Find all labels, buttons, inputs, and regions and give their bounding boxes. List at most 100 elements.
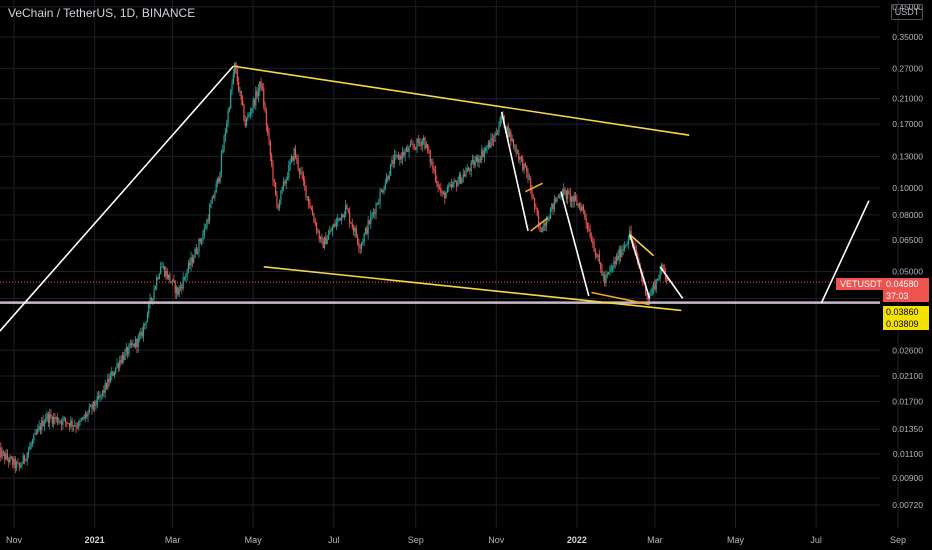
candle-body [255, 91, 257, 106]
candle-body [121, 355, 123, 363]
candle-body [536, 208, 538, 216]
candle-body [265, 111, 267, 126]
candle-body [55, 417, 57, 419]
candle-body [182, 277, 184, 289]
candle-body [470, 161, 472, 171]
candle-body [543, 222, 545, 232]
candle-body [92, 401, 94, 410]
drawing-line [530, 217, 549, 232]
candle-body [565, 190, 567, 199]
candle-body [548, 218, 550, 221]
candle-body [413, 146, 415, 148]
candle-body [257, 89, 260, 97]
candle-body [104, 383, 106, 393]
candle-body [446, 186, 449, 193]
candle-body [356, 236, 359, 243]
candle-body [474, 161, 476, 166]
candle-body [117, 363, 119, 368]
candle-body [482, 150, 484, 157]
candle-body [617, 255, 619, 260]
drawing-line [0, 65, 234, 333]
candle-body [141, 331, 143, 337]
candle-body [285, 179, 287, 184]
candle-body [228, 108, 230, 111]
candle-body [90, 405, 92, 407]
candle-body [621, 250, 623, 258]
candle-body [646, 294, 648, 297]
candle-body [140, 331, 142, 336]
candle-body [42, 420, 44, 427]
candle-body [286, 177, 289, 180]
candle-body [148, 303, 150, 314]
candle-body [545, 221, 548, 226]
candle-body [486, 147, 488, 149]
candle-body [37, 428, 39, 433]
candle-body [460, 174, 462, 184]
candle-body [142, 325, 145, 337]
candle-body [584, 210, 586, 218]
candle-body [350, 222, 352, 224]
currency-button[interactable]: USDT [891, 4, 923, 20]
candle-body [136, 339, 138, 347]
trendline-lower [263, 265, 682, 312]
candle-body [208, 207, 211, 222]
candle-body [193, 257, 195, 263]
time-axis[interactable]: Nov 2021 Mar May Jul Sep Nov 2022 Mar May Jul Sep [6, 535, 906, 545]
candle-body [438, 187, 441, 189]
candle-body [91, 405, 93, 410]
candle-body [22, 455, 24, 464]
candle-body [539, 224, 541, 228]
candle-body [79, 420, 81, 422]
candle-body [323, 236, 326, 248]
candle-body [445, 192, 447, 199]
candle-body [146, 313, 149, 322]
candle-body [317, 231, 319, 232]
y-tick-label: 0.17000 [892, 119, 923, 129]
candle-body [144, 322, 146, 326]
candle-body [339, 217, 341, 221]
candle-body [453, 180, 455, 184]
candle-body [537, 215, 540, 225]
candle-body [67, 423, 69, 425]
candle-body [368, 220, 371, 224]
candle-body [392, 160, 394, 164]
candle-body [355, 228, 357, 237]
candle-body [34, 432, 36, 435]
candle-body [39, 426, 42, 431]
candle-body [580, 205, 582, 211]
drawing-line [659, 266, 684, 299]
candle-body [634, 246, 636, 250]
candle-body [272, 164, 274, 181]
candle-body [300, 171, 302, 173]
price-axis[interactable]: 0.45000 0.35000 0.27000 0.21000 0.17000 0.130… [892, 2, 923, 510]
candle-body [133, 343, 135, 347]
candle-body [467, 168, 470, 170]
candle-body [448, 186, 450, 188]
candle-body [174, 281, 176, 294]
candle-body [203, 228, 205, 235]
candle-body [380, 190, 382, 193]
candle-body [393, 155, 396, 164]
candle-body [101, 390, 104, 395]
candle-body [613, 261, 615, 268]
candle-body [35, 432, 38, 434]
candle-body [204, 228, 207, 229]
x-tick-label: Mar [647, 535, 663, 545]
candle-body [231, 83, 233, 91]
candle-body [441, 192, 443, 194]
candle-body [152, 298, 154, 300]
chart-title[interactable]: VeChain / TetherUS, 1D, BINANCE [8, 6, 196, 20]
candle-body [290, 156, 293, 162]
candle-body [88, 406, 90, 413]
candle-body [166, 270, 168, 279]
candle-body [134, 339, 137, 347]
candle-body [251, 108, 253, 113]
candle-body [150, 298, 153, 300]
candle-body [276, 194, 278, 207]
candle-body [6, 453, 8, 460]
candle-body [99, 394, 101, 398]
candle-body [281, 186, 283, 191]
candle-body [63, 417, 65, 419]
price-line-tag-1: 0.03860 [883, 306, 929, 318]
